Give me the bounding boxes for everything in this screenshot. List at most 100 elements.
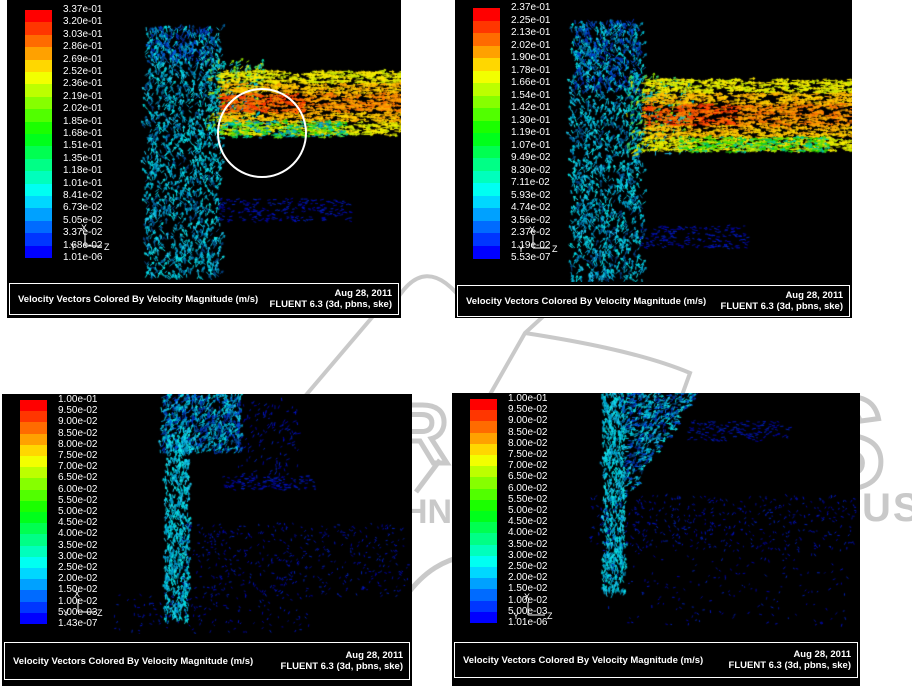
colorbar-band — [25, 22, 52, 36]
colorbar-level-label: 5.50e-02 — [508, 493, 548, 505]
colorbar-level-label: 5.93e-02 — [511, 189, 551, 201]
colorbar-legend: 2.37e-01 2.25e-01 2.13e-01 2.02e-01 1.90e-01… — [473, 0, 633, 318]
colorbar-level-label: 1.01e-06 — [508, 617, 548, 628]
colorbar-band — [20, 601, 47, 614]
colorbar-band — [470, 589, 497, 602]
colorbar-level-label: 1.00e-02 — [508, 594, 548, 606]
colorbar-band — [470, 533, 497, 546]
colorbar-level-label: 4.00e-02 — [508, 527, 548, 539]
colorbar-level-label: 2.86e-01 — [63, 41, 103, 53]
colorbar-level-label: 1.00e-01 — [58, 394, 98, 405]
colorbar-band — [25, 96, 52, 110]
colorbar-band — [470, 399, 497, 411]
colorbar-band — [25, 158, 52, 172]
axis-triad: X Y Z — [70, 223, 110, 252]
fluent-panel-top-right: 2.37e-01 2.25e-01 2.13e-01 2.02e-01 1.90e-01… — [455, 0, 852, 318]
colorbar-level-label: 2.52e-01 — [63, 66, 103, 77]
colorbar-level-label: 6.73e-02 — [63, 202, 103, 214]
svg-text:Y: Y — [518, 244, 524, 254]
colorbar-band — [20, 556, 47, 569]
colorbar-band — [470, 432, 497, 445]
colorbar-band — [473, 158, 500, 171]
colorbar-band — [470, 455, 497, 467]
colorbar-legend: 3.37e-01 3.20e-01 3.03e-01 2.86e-01 2.69e-01… — [25, 0, 185, 318]
colorbar-level-label: 9.50e-02 — [58, 405, 98, 417]
axis-triad: X Y Z — [63, 589, 103, 618]
colorbar-level-label: 1.90e-01 — [511, 52, 551, 63]
colorbar-band — [20, 612, 47, 625]
vector-field-canvas — [2, 394, 412, 634]
colorbar-level-label: 8.00e-02 — [58, 438, 98, 450]
colorbar-band — [470, 555, 497, 568]
svg-text:X: X — [74, 589, 80, 599]
colorbar-level-label: 1.42e-01 — [511, 102, 551, 113]
caption-date: Aug 28, 2011 — [793, 648, 851, 660]
colorbar-level-label: 7.50e-02 — [58, 450, 98, 461]
colorbar-band — [473, 95, 500, 109]
colorbar-level-label: 1.50e-02 — [508, 583, 548, 595]
colorbar-band — [473, 233, 500, 246]
colorbar-band — [470, 600, 497, 613]
colorbar-level-label: 3.03e-01 — [63, 28, 103, 40]
colorbar-band — [470, 421, 497, 434]
vector-field-canvas — [455, 0, 852, 282]
caption-meta: Aug 28, 2011 FLUENT 6.3 (3d, pbns, ske) — [270, 288, 398, 311]
colorbar-level-label: 5.00e-02 — [508, 505, 548, 516]
colorbar-level-label: 1.66e-01 — [511, 77, 551, 88]
caption-date: Aug 28, 2011 — [345, 649, 403, 661]
colorbar-level-label: 1.19e-01 — [511, 127, 551, 138]
colorbar-band — [470, 477, 497, 490]
caption-date: Aug 28, 2011 — [785, 289, 843, 301]
caption-bar: Velocity Vectors Colored By Velocity Mag… — [9, 283, 399, 315]
colorbar-level-label: 6.00e-02 — [58, 483, 98, 495]
caption-title: Velocity Vectors Colored By Velocity Mag… — [18, 293, 259, 305]
caption-solver: FLUENT 6.3 (3d, pbns, ske) — [728, 660, 851, 671]
colorbar-level-label: 1.07e-01 — [511, 139, 551, 151]
colorbar-band — [25, 245, 52, 259]
fluent-panel-top-left: 3.37e-01 3.20e-01 3.03e-01 2.86e-01 2.69e-01… — [7, 0, 401, 318]
colorbar-band — [473, 108, 500, 121]
colorbar-level-label: 2.19e-01 — [63, 90, 103, 102]
colorbar-level-label: 2.36e-01 — [63, 78, 103, 90]
colorbar-band — [20, 534, 47, 547]
colorbar-band — [25, 121, 52, 135]
colorbar-level-label: 1.68e-01 — [63, 128, 103, 139]
colorbar-level-label: 8.00e-02 — [508, 437, 548, 449]
colorbar-band — [473, 83, 500, 96]
colorbar-level-label: 1.50e-02 — [58, 584, 98, 596]
colorbar-band — [25, 183, 52, 197]
caption-date: Aug 28, 2011 — [334, 287, 392, 299]
colorbar-level-label: 1.68e-02 — [63, 239, 103, 251]
colorbar-level-label: 2.00e-02 — [58, 573, 98, 585]
svg-text:X: X — [81, 223, 87, 233]
colorbar-level-label: 2.13e-01 — [511, 27, 551, 38]
colorbar-level-label: 1.51e-01 — [63, 140, 103, 152]
vector-field-canvas — [452, 393, 860, 633]
colorbar-level-label: 4.50e-02 — [58, 517, 98, 529]
svg-text:X: X — [529, 225, 535, 235]
colorbar-band — [473, 220, 500, 234]
colorbar-band — [25, 10, 52, 23]
colorbar-level-label: 7.00e-02 — [508, 460, 548, 472]
colorbar-level-label: 2.37e-01 — [511, 2, 551, 13]
svg-text:Z: Z — [547, 611, 553, 621]
colorbar-band — [473, 33, 500, 46]
colorbar-level-label: 8.50e-02 — [58, 427, 98, 439]
colorbar-level-label: 4.50e-02 — [508, 516, 548, 528]
colorbar-band — [25, 146, 52, 160]
colorbar-band — [25, 208, 52, 222]
colorbar-level-label: 9.49e-02 — [511, 152, 551, 163]
colorbar-level-label: 2.50e-02 — [508, 561, 548, 572]
colorbar-level-label: 9.50e-02 — [508, 404, 548, 416]
colorbar-level-label: 2.02e-01 — [511, 39, 551, 51]
colorbar-band — [20, 467, 47, 479]
colorbar-level-label: 3.37e-02 — [63, 227, 103, 239]
colorbar-level-label: 3.20e-01 — [63, 16, 103, 28]
colorbar-band — [20, 400, 47, 412]
colorbar-band — [470, 544, 497, 557]
colorbar-level-label: 5.00e-02 — [58, 506, 98, 517]
colorbar-level-label: 2.00e-02 — [508, 572, 548, 584]
colorbar-band — [470, 522, 497, 534]
vector-field-canvas — [7, 0, 401, 280]
colorbar-band — [470, 488, 497, 501]
